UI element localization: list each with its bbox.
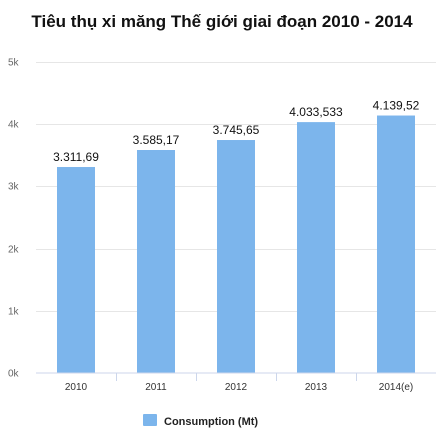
x-tick-label: 2012 [225,382,248,393]
data-label: 3.745,65 [213,123,260,137]
x-axis-ticks: 2010 2011 2012 2013 2014(e) [65,373,413,393]
bar[interactable] [57,167,95,373]
bar[interactable] [137,150,175,373]
bar[interactable] [377,115,415,374]
x-tick-label: 2010 [65,382,88,393]
y-tick-label: 1k [8,307,20,318]
y-tick-label: 5k [8,58,20,69]
y-axis-ticks: 0k 1k 2k 3k 4k 5k [8,58,20,380]
data-label: 3.311,69 [53,150,99,164]
bar[interactable] [217,140,255,373]
x-tick-label: 2013 [305,382,328,393]
data-label: 3.585,17 [133,133,180,147]
x-tick-label: 2011 [145,382,167,393]
data-labels: 3.311,69 3.585,17 3.745,65 4.033,533 4.139,5… [53,99,420,164]
data-label: 4.139,52 [373,99,420,113]
x-tick-label: 2014(e) [379,382,413,393]
y-tick-label: 4k [8,120,20,131]
legend-label: Consumption (Mt) [164,416,258,428]
y-tick-label: 0k [8,369,20,380]
legend[interactable]: Consumption (Mt) [143,414,258,428]
bar[interactable] [297,122,335,373]
chart-title: Tiêu thụ xi măng Thế giới giai đoạn 2010… [31,12,413,31]
legend-swatch [143,414,157,426]
bars [57,115,415,374]
y-tick-label: 3k [8,182,20,193]
data-label: 4.033,533 [289,105,343,119]
y-tick-label: 2k [8,245,20,256]
